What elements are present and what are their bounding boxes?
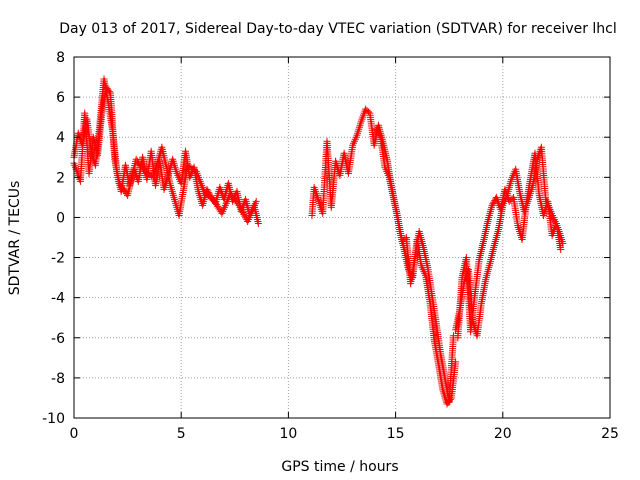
grid-lines [74,57,610,418]
y-tick-label: -10 [42,411,65,427]
data-point-fill [105,88,113,96]
y-tick-label: -8 [51,371,65,387]
data-point-fill [216,206,224,214]
data-point-fill [364,108,372,116]
data-point-fill [241,212,249,220]
x-tick-label: 0 [70,426,79,442]
data-point-fill [213,201,221,209]
data-point [488,201,496,209]
x-tick-label: 15 [387,426,405,442]
y-tick-label: 0 [56,210,65,226]
data-point [254,219,262,227]
data-point-fill [140,166,148,174]
data-point [372,125,380,133]
x-axis-label: GPS time / hours [281,459,398,475]
y-axis-label: SDTVAR / TECUs [7,181,23,296]
data-point [235,201,243,209]
data-point-fill [238,207,246,215]
data-point [209,195,217,203]
y-tick-label: -6 [51,331,65,347]
x-tick-label: 20 [494,426,512,442]
plot-frame [73,56,611,419]
x-tick-label: 25 [601,426,619,442]
chart-title: Day 013 of 2017, Sidereal Day-to-day VTE… [59,21,617,37]
data-points [70,75,567,408]
data-point-fill [234,200,242,208]
y-tick-label: 8 [56,50,65,66]
y-tick-label: -2 [51,251,65,267]
data-point [557,246,565,254]
data-point [252,197,260,205]
data-point-fill [214,202,222,210]
data-point-fill [373,127,381,135]
data-point-fill [401,235,409,243]
data-point-fill [236,203,244,211]
data-point-fill [215,204,223,212]
data-point-fill [239,209,247,217]
x-tick-label: 5 [177,426,186,442]
y-tick-label: -4 [51,291,65,307]
data-point-fill [210,197,218,205]
x-tick-label: 10 [279,426,297,442]
data-point-fill [374,128,382,136]
y-tick-label: 6 [56,90,65,106]
data-point-fill [376,132,384,140]
axis-ticks: 0 5 10 15 20 25 -10 -8 -6 -4 -2 0 2 4 6 8 [42,50,619,442]
data-point-fill [212,199,220,207]
data-point-fill [375,130,383,138]
y-tick-label: 4 [56,130,65,146]
y-tick-label: 2 [56,170,65,186]
data-point-fill [240,210,248,218]
data-point-fill [237,205,245,213]
